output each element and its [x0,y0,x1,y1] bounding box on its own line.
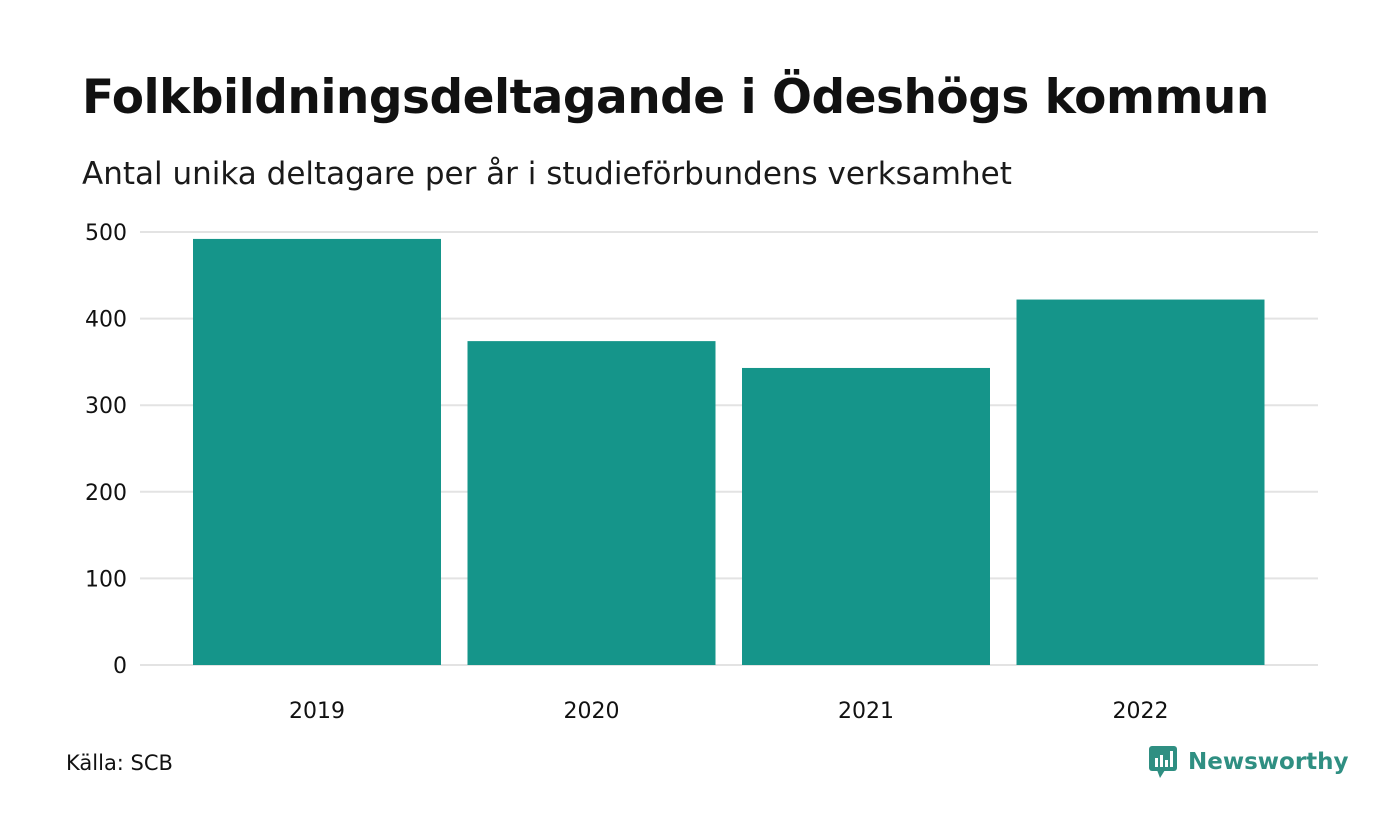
x-tick-label-2019: 2019 [289,699,345,724]
source-note: Källa: SCB [66,751,173,775]
x-tick-label-2020: 2020 [564,699,620,724]
bar-2019 [193,238,441,666]
y-tick-label: 500 [85,221,127,246]
y-tick-label: 100 [85,567,127,592]
bar-2022 [1016,299,1265,665]
bar-chart: 0 100 200 300 400 500 2019 2020 2021 2022 [85,221,1318,724]
x-tick-label-2022: 2022 [1113,699,1169,724]
y-tick-label: 400 [85,308,127,333]
newsworthy-brand: Newsworthy [1148,744,1349,780]
y-tick-label: 200 [85,481,127,506]
bar-2020 [467,341,716,665]
y-tick-label: 300 [85,394,127,419]
bar-2021 [742,367,990,665]
y-axis-tick-labels: 0 100 200 300 400 500 [85,221,127,679]
brand-name: Newsworthy [1188,749,1349,775]
x-tick-label-2021: 2021 [838,699,894,724]
newsworthy-logo-icon [1149,746,1177,778]
chart-title: Folkbildningsdeltagande i Ödeshögs kommu… [82,70,1269,125]
bars [193,238,1265,666]
chart-subtitle: Antal unika deltagare per år i studieför… [82,156,1012,192]
x-axis-tick-labels: 2019 2020 2021 2022 [289,699,1169,724]
y-tick-label: 0 [113,654,127,679]
